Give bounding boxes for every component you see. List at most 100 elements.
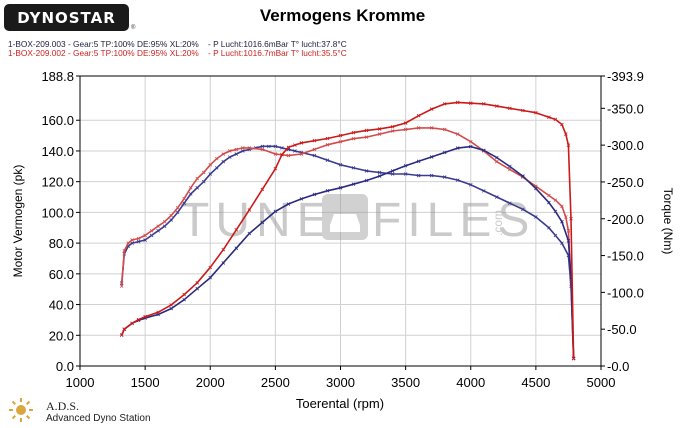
series-point-0	[547, 225, 551, 230]
series-point-1	[149, 229, 154, 233]
series-point-2	[534, 186, 538, 191]
series-point-2	[442, 150, 447, 155]
series-point-0	[468, 182, 473, 187]
x-tick-label: 2500	[261, 375, 290, 390]
series-point-3	[122, 327, 127, 331]
y-right-tick-label: -350.0	[607, 101, 644, 116]
x-tick-label: 1000	[66, 375, 95, 390]
series-point-3	[455, 100, 460, 105]
watermark: TUNE FILES .com	[180, 194, 535, 247]
series-point-2	[429, 155, 434, 159]
series-point-1	[508, 167, 512, 172]
series-point-0	[280, 146, 284, 150]
series-point-1	[377, 132, 382, 136]
series-point-1	[564, 215, 568, 219]
y-left-tick-label: 140.0	[41, 144, 74, 159]
series-point-3	[560, 122, 564, 127]
series-point-2	[338, 186, 343, 190]
series-point-3	[351, 130, 356, 135]
series-point-1	[162, 219, 167, 224]
series-point-3	[468, 101, 473, 105]
series-point-0	[201, 179, 206, 184]
series-point-3	[156, 310, 160, 315]
series-point-0	[364, 169, 369, 173]
watermark-files: FILES	[372, 194, 535, 247]
series-point-3	[566, 143, 571, 147]
series-point-3	[136, 317, 141, 322]
series-point-2	[403, 163, 408, 168]
series-point-0	[508, 201, 512, 205]
series-point-2	[508, 164, 512, 169]
series-point-2	[208, 275, 213, 280]
series-point-1	[221, 152, 226, 156]
series-point-3	[564, 132, 568, 136]
x-tick-label: 2000	[196, 375, 225, 390]
series-point-1	[169, 213, 173, 218]
series-point-2	[325, 188, 330, 193]
series-point-1	[208, 162, 213, 167]
series-point-0	[195, 186, 200, 190]
series-point-0	[442, 175, 447, 179]
series-point-1	[143, 233, 147, 238]
series-point-2	[566, 239, 571, 243]
series-point-2	[351, 182, 356, 186]
series-point-2	[455, 146, 460, 150]
series-point-0	[273, 144, 278, 149]
series-point-3	[247, 208, 252, 212]
series-point-3	[495, 104, 499, 108]
watermark-suffix: .com	[491, 210, 505, 236]
series-point-2	[182, 297, 186, 302]
series-point-3	[481, 102, 486, 106]
series-point-2	[312, 192, 317, 197]
x-tick-label: 1500	[131, 375, 160, 390]
series-point-0	[169, 218, 173, 222]
series-point-0	[214, 166, 219, 170]
car-icon	[330, 214, 360, 232]
series-point-1	[403, 127, 408, 132]
series-point-3	[429, 107, 434, 111]
series-point-2	[234, 246, 239, 250]
series-point-0	[130, 241, 134, 245]
series-point-2	[273, 209, 278, 214]
series-point-3	[273, 166, 278, 171]
series-point-0	[208, 172, 213, 176]
series-point-2	[195, 286, 200, 291]
series-point-0	[234, 152, 239, 156]
series-point-3	[182, 292, 186, 297]
series-point-1	[351, 136, 356, 141]
y-axis-left-label: Motor Vermogen (pk)	[11, 165, 25, 278]
series-point-2	[260, 220, 265, 225]
series-point-1	[547, 193, 551, 198]
ads-subtitle: Advanced Dyno Station	[46, 413, 151, 424]
axes: 1000 1500 2000 2500 3000 3500 4000 4500 5000 0.0 2…	[41, 69, 643, 390]
series-line-2	[120, 145, 575, 359]
series-point-3	[508, 106, 512, 111]
y-left-tick-label: 40.0	[49, 298, 74, 313]
series-point-2	[364, 178, 369, 183]
series-point-0	[521, 207, 525, 212]
series-point-1	[214, 156, 219, 161]
series-point-0	[390, 172, 395, 176]
series-point-1	[442, 127, 447, 132]
series-line-0	[120, 145, 575, 359]
series-point-1	[136, 236, 141, 241]
series-point-3	[377, 127, 382, 131]
series-point-0	[338, 162, 343, 167]
series-point-3	[325, 136, 330, 141]
series-point-1	[195, 176, 200, 181]
series-point-1	[201, 170, 206, 175]
series-point-3	[312, 138, 317, 143]
series-point-0	[162, 224, 167, 229]
y-right-tick-label: -200.0	[607, 212, 644, 227]
series-point-1	[273, 152, 278, 156]
series-point-2	[553, 209, 558, 214]
series-point-1	[156, 224, 160, 229]
series-point-3	[553, 117, 558, 122]
series-point-2	[221, 261, 226, 265]
y-right-tick-label: -50.0	[607, 322, 637, 337]
series-point-0	[241, 149, 245, 153]
y-left-tick-label: 188.8	[41, 69, 74, 84]
series-point-1	[122, 249, 127, 253]
series-point-1	[312, 147, 317, 152]
